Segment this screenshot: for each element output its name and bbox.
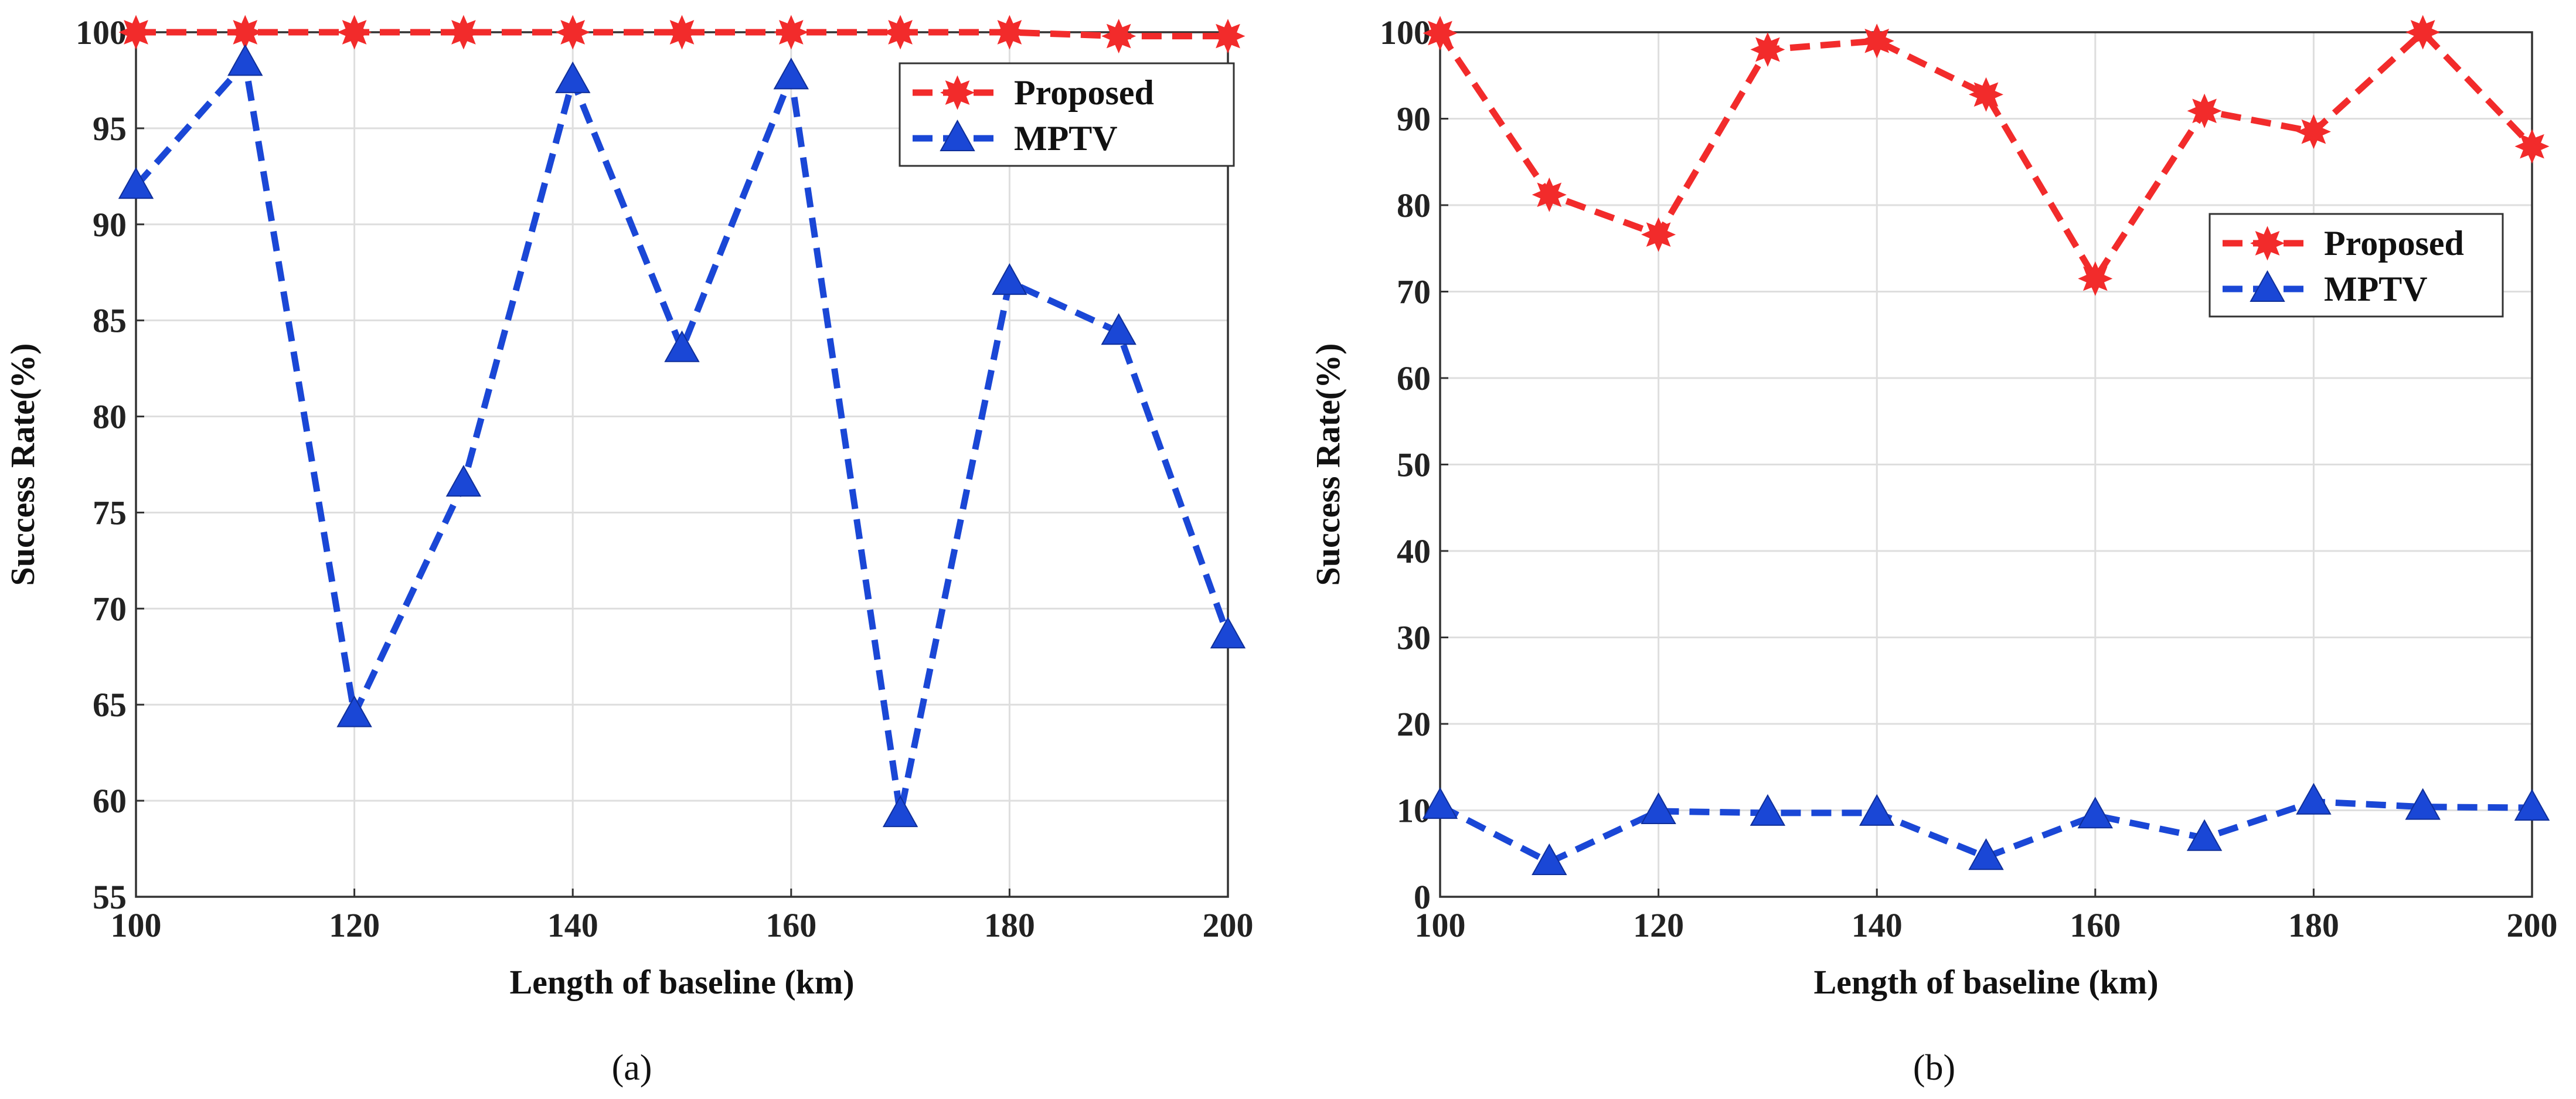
series-proposed-b-marker-1 [1532,177,1567,212]
series-proposed-a-marker-8 [992,15,1027,50]
x-tick-label-b-4: 180 [2288,906,2339,944]
y-tick-label-b-6: 60 [1397,359,1431,397]
series-proposed-a-marker-7 [883,15,918,50]
series-mptv-b-marker-1 [1532,843,1567,875]
series-mptv-a-marker-8 [992,263,1027,295]
series-proposed-b-marker-0 [1423,15,1458,51]
y-tick-label-b-3: 30 [1397,619,1431,657]
chart-panel-a: 100 120 140 160 180 200 55 60 65 70 75 80 85 90 95 100 L… [4,13,1254,1088]
series-proposed-a-marker-1 [227,15,263,50]
x-tick-label-b-0: 100 [1415,906,1466,944]
x-tick-label-b-5: 200 [2507,906,2558,944]
series-mptv-b-marker-10 [2514,789,2550,821]
series-mptv-a-marker-0 [118,167,154,199]
series-mptv-b-marker-5 [1968,838,2004,870]
series-mptv-b-marker-4 [1859,794,1895,826]
y-tick-label-b-4: 40 [1397,532,1431,570]
y-tick-label-a-6: 85 [93,302,127,340]
y-tick-label-a-3: 70 [93,590,127,628]
y-axis-label-a: Success Rate(%) [4,343,42,586]
plot-area-a [136,32,1228,897]
y-tick-label-b-9: 90 [1397,100,1431,138]
legend-mptv-a-marker-0 [940,119,975,151]
y-tick-label-a-8: 95 [93,110,127,148]
y-tick-label-a-9: 100 [76,13,127,52]
series-proposed-b-marker-8 [2296,114,2331,149]
series-mptv-a-marker-9 [1101,313,1136,345]
y-tick-label-a-4: 75 [93,494,127,532]
y-tick-label-b-10: 100 [1380,13,1431,52]
legend-mptv-b-marker-0 [2250,270,2285,302]
series-mptv-a-marker-4 [554,61,591,93]
series-proposed-a-marker-3 [446,15,481,50]
x-tick-label-a-1: 120 [329,906,380,944]
legend-label-proposed-a: Proposed [1014,73,1154,112]
y-tick-label-a-0: 55 [93,878,127,916]
legend-proposed-b-marker-0 [2250,226,2285,261]
series-mptv-b-marker-3 [1750,794,1786,826]
series-mptv-a-marker-6 [773,57,809,90]
series-mptv-b-marker-2 [1641,792,1676,824]
series-proposed-a-marker-4 [555,15,590,50]
series-mptv-b-marker-9 [2405,788,2441,820]
series-proposed-b-marker-10 [2514,129,2550,164]
legend-label-mptv-a: MPTV [1014,119,1118,158]
x-tick-label-a-5: 200 [1203,906,1254,944]
x-tick-label-a-2: 140 [547,906,598,944]
series-proposed-a-marker-2 [337,15,372,50]
series-proposed-a-marker-10 [1210,19,1246,54]
y-tick-label-b-0: 0 [1414,878,1431,916]
x-axis-label-b: Length of baseline (km) [1813,963,2158,1001]
legend-label-proposed-b: Proposed [2324,224,2464,263]
y-tick-label-a-7: 90 [93,206,127,244]
legend-label-mptv-b: MPTV [2324,270,2428,308]
series-proposed-b-marker-3 [1750,32,1785,67]
x-tick-label-b-1: 120 [1633,906,1684,944]
series-mptv-b-marker-7 [2186,819,2223,851]
y-tick-label-b-8: 80 [1397,186,1431,224]
chart-panel-b: 100 120 140 160 180 200 0 10 20 30 40 50 60 70 80 90 100… [1309,13,2558,1088]
subfigure-label-b: (b) [1913,1048,1955,1088]
y-tick-label-b-5: 50 [1397,446,1431,484]
series-proposed-b-marker-6 [2078,261,2113,296]
x-tick-label-a-4: 180 [984,906,1035,944]
series-proposed-a-marker-0 [118,15,154,50]
y-tick-label-a-5: 80 [93,398,127,436]
y-tick-label-a-2: 65 [93,686,127,724]
y-tick-label-b-1: 10 [1397,792,1431,830]
legend-b: Proposed MPTV [2209,213,2504,318]
series-mptv-a-marker-7 [882,795,918,828]
series-proposed-b-marker-9 [2405,15,2441,50]
series-mptv-a-marker-5 [664,330,700,362]
y-tick-label-b-2: 20 [1397,705,1431,743]
series-mptv-a-marker-2 [336,695,372,727]
series-proposed-a-marker-6 [774,15,809,50]
legend-proposed-a-marker-0 [940,75,975,110]
y-tick-label-b-7: 70 [1397,273,1431,311]
series-proposed-b-marker-5 [1968,77,2004,112]
x-tick-label-b-2: 140 [1852,906,1903,944]
series-proposed-b-marker-4 [1859,23,1894,59]
x-axis-label-a: Length of baseline (km) [509,963,854,1001]
y-axis-label-b: Success Rate(%) [1309,343,1347,586]
x-tick-label-a-0: 100 [111,906,162,944]
series-mptv-b-marker-0 [1422,787,1458,819]
series-mptv-a-marker-10 [1210,617,1246,649]
x-tick-label-b-3: 160 [2070,906,2121,944]
subfigure-label-a: (a) [612,1048,652,1088]
series-proposed-a-marker-9 [1101,19,1136,54]
series-proposed-b-marker-7 [2187,93,2222,128]
series-proposed-a-marker-5 [664,15,700,50]
series-mptv-a-marker-3 [445,465,482,497]
series-mptv-b-marker-8 [2296,782,2332,815]
y-tick-label-a-1: 60 [93,782,127,820]
legend-a: Proposed MPTV [899,62,1235,167]
series-mptv-b-marker-6 [2077,797,2114,829]
series-proposed-b-marker-2 [1641,217,1676,252]
x-tick-label-a-3: 160 [765,906,816,944]
series-mptv-a-marker-1 [227,44,263,76]
